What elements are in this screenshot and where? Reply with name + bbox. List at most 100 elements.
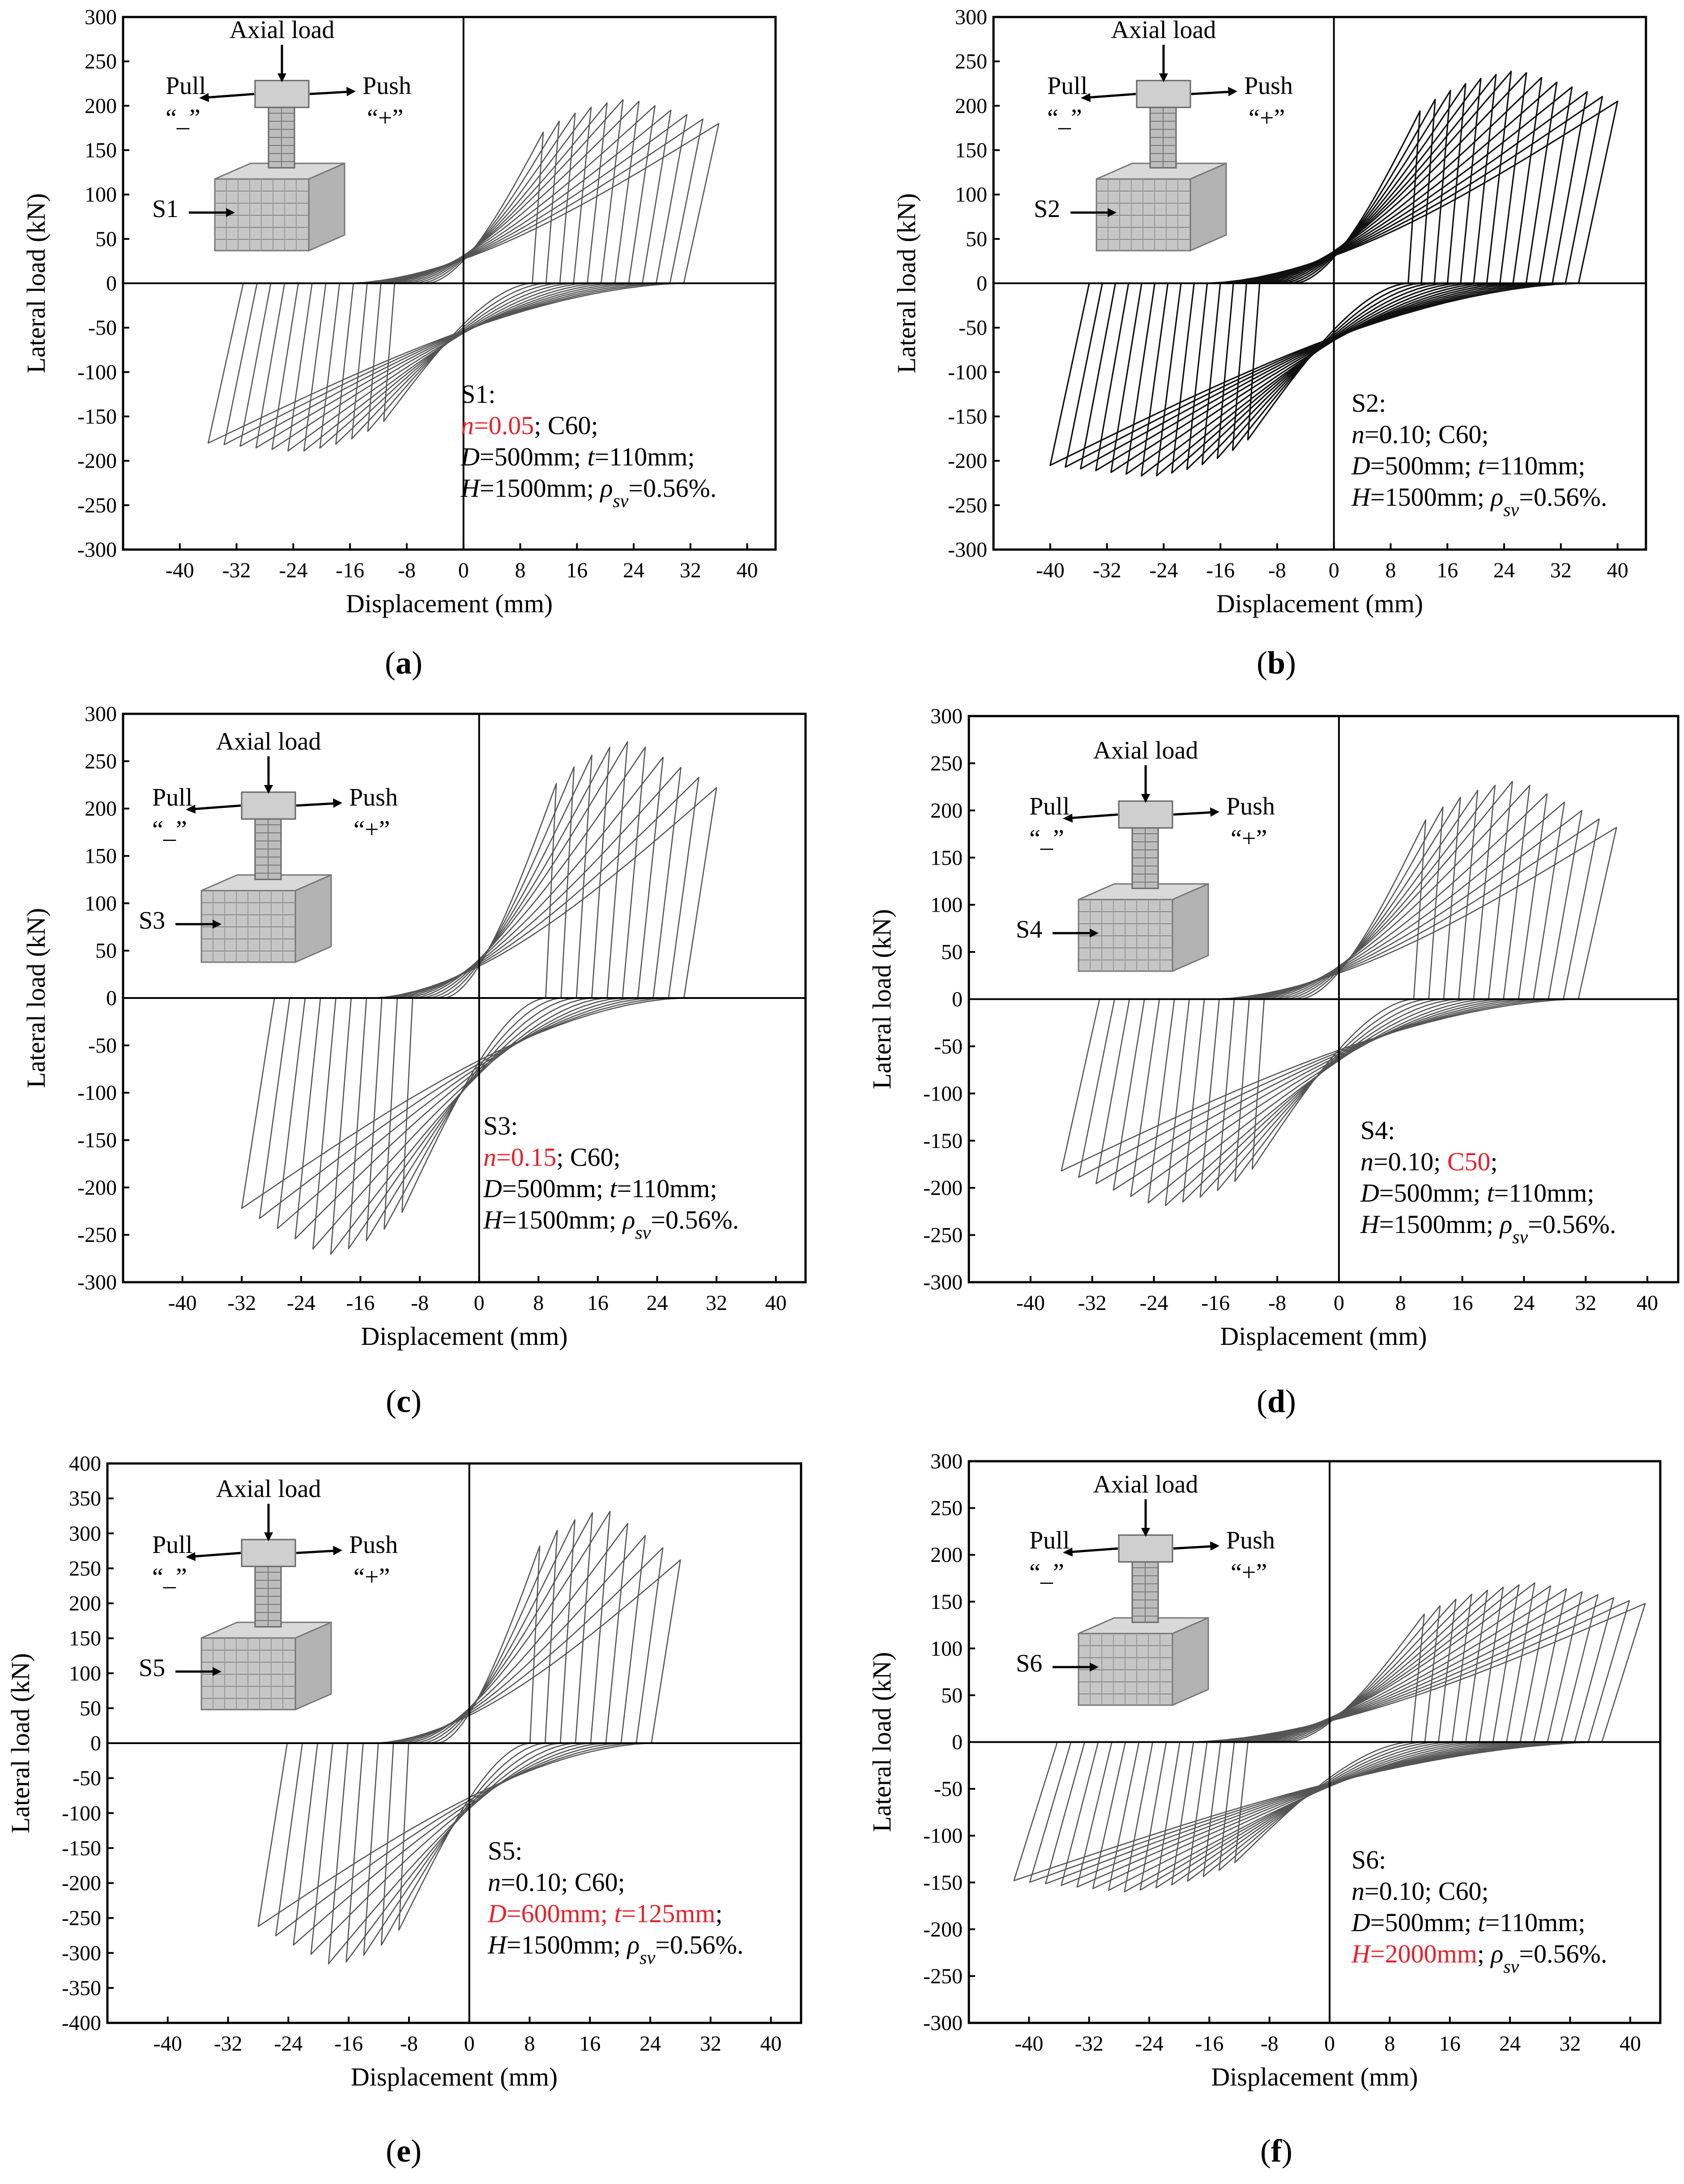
x-tick-label: 0	[1329, 559, 1339, 582]
y-tick-label: -200	[77, 449, 117, 473]
specimen-parameters: S3:n=0.15; C60;D=500mm; t=110mm;H=1500mm…	[483, 1111, 739, 1243]
column-schematic: Axial load Pull “_” Push “+” S4	[1016, 737, 1275, 973]
axial-load-label: Axial load	[1093, 737, 1198, 764]
pull-sign: “_”	[166, 104, 200, 132]
parameter-segment: n	[1351, 1877, 1364, 1906]
specimen-parameters: S5:n=0.10; C60;D=600mm; t=125mm;H=1500mm…	[487, 1836, 743, 1968]
x-tick-label: -24	[287, 1291, 315, 1315]
parameter-segment: C50	[1447, 1147, 1491, 1176]
parameter-segment: =0.10; C60;	[1364, 420, 1489, 449]
parameter-segment: H	[487, 1930, 508, 1959]
push-sign: “+”	[367, 104, 403, 132]
parameter-line: n=0.15; C60;	[483, 1143, 621, 1172]
footing-side	[1172, 1617, 1209, 1706]
parameter-segment: =0.56%.	[655, 1930, 743, 1959]
parameter-line: n=0.05; C60;	[461, 411, 598, 440]
x-tick-label: 40	[765, 1291, 787, 1315]
parameter-segment: ρ	[599, 473, 613, 503]
parameter-segment: =500mm;	[1370, 1908, 1478, 1937]
x-tick-label: -8	[1268, 559, 1286, 582]
column-schematic: Axial load Pull “_” Push “+” S1	[152, 16, 411, 252]
x-tick-label: -40	[166, 559, 194, 582]
parameter-line: n=0.10; C50;	[1360, 1147, 1498, 1176]
specimen-arrowhead	[226, 208, 235, 217]
x-tick-label: -8	[398, 559, 416, 582]
parameter-line: S5:	[488, 1836, 522, 1865]
pull-label: Pull	[1047, 72, 1087, 100]
push-label: Push	[1226, 1527, 1275, 1554]
parameter-segment: ρ	[1490, 482, 1503, 512]
parameter-segment: =600mm;	[507, 1899, 614, 1928]
x-tick-label: 32	[706, 1291, 727, 1315]
specimen-label: S2	[1034, 195, 1060, 223]
y-tick-label: -350	[62, 1976, 101, 2000]
x-tick-label: -32	[1093, 559, 1121, 582]
push-arrow	[309, 90, 350, 95]
y-tick-label: -50	[934, 1777, 963, 1801]
push-arrowhead	[1210, 807, 1219, 817]
parameter-segment: =0.10;	[1373, 1147, 1447, 1176]
pull-arrowhead	[186, 1552, 196, 1561]
y-tick-label: 200	[85, 94, 117, 118]
parameter-segment: sv	[1503, 500, 1519, 520]
y-tick-label: -150	[77, 405, 117, 429]
x-tick-label: -32	[1078, 1291, 1107, 1315]
parameter-segment: ;	[1477, 1939, 1491, 1968]
x-tick-label: 32	[1575, 1291, 1596, 1315]
parameter-segment: ; C60;	[556, 1143, 620, 1172]
x-axis-title: Displacement (mm)	[1211, 2062, 1418, 2091]
axial-arrowhead	[1141, 1528, 1150, 1537]
y-tick-label: -100	[77, 360, 117, 384]
push-arrow	[1173, 811, 1213, 816]
loading-cap	[241, 791, 296, 820]
push-arrowhead	[1210, 1541, 1219, 1551]
x-tick-label: -8	[411, 1291, 429, 1315]
push-sign: “+”	[1249, 104, 1285, 132]
x-tick-label: 40	[1607, 559, 1629, 582]
y-tick-label: 50	[966, 227, 987, 251]
parameter-segment: =0.10; C60;	[501, 1868, 625, 1897]
specimen-label: S5	[139, 1654, 165, 1682]
y-tick-label: -100	[62, 1801, 101, 1825]
x-tick-label: -8	[1261, 2032, 1279, 2056]
parameter-line: n=0.10; C60;	[1351, 1877, 1489, 1906]
pull-label: Pull	[152, 1531, 192, 1559]
y-tick-label: 50	[941, 1684, 963, 1707]
y-tick-label: -150	[77, 1129, 117, 1152]
y-tick-label: -200	[923, 1176, 963, 1200]
axial-load-label: Axial load	[216, 1475, 321, 1503]
y-tick-label: 200	[85, 797, 117, 821]
parameter-segment: ρ	[1490, 1939, 1503, 1968]
x-tick-label: 16	[1452, 1291, 1473, 1315]
pull-sign: “_”	[1029, 1559, 1064, 1587]
parameter-segment: =500mm;	[502, 1174, 610, 1203]
chart-S1: -40 -32 -24 -16 -8 0 8 16 24 32 40 -300 -250 -200 -150…	[21, 5, 777, 618]
column-schematic: Axial load Pull “_” Push “+” S5	[139, 1475, 398, 1711]
parameter-segment: =0.56%.	[628, 473, 716, 503]
parameter-segment: =110mm;	[1494, 1178, 1594, 1207]
parameter-line: H=1500mm; ρsv=0.56%.	[483, 1205, 739, 1243]
parameter-segment: ρ	[622, 1205, 635, 1234]
parameter-segment: n	[1351, 420, 1364, 449]
y-tick-label: 200	[69, 1592, 101, 1616]
parameter-segment: =0.15	[496, 1143, 556, 1172]
specimen-parameters: S4:n=0.10; C50;D=500mm; t=110mm;H=1500mm…	[1360, 1116, 1616, 1248]
pull-arrow	[1069, 813, 1118, 819]
parameter-segment: n	[461, 411, 474, 440]
y-tick-label: -300	[77, 538, 117, 562]
x-tick-label: 8	[1385, 559, 1396, 582]
x-tick-label: 32	[700, 2032, 721, 2056]
y-tick-label: -400	[62, 2011, 101, 2035]
y-tick-label: 400	[69, 1452, 101, 1476]
y-tick-label: 100	[69, 1662, 101, 1685]
pull-arrow	[205, 93, 255, 99]
y-tick-label: 300	[85, 702, 117, 726]
axial-arrowhead	[264, 785, 273, 794]
x-tick-label: 8	[1384, 2032, 1395, 2056]
y-tick-label: 50	[941, 940, 963, 964]
y-tick-label: -150	[923, 1129, 963, 1153]
x-tick-label: 0	[474, 1291, 485, 1315]
x-axis-title: Displacement (mm)	[361, 1322, 567, 1351]
chart-S2: -40 -32 -24 -16 -8 0 8 16 24 32 40 -300 -250 -200 -150…	[892, 5, 1647, 618]
y-tick-label: 0	[106, 986, 117, 1010]
